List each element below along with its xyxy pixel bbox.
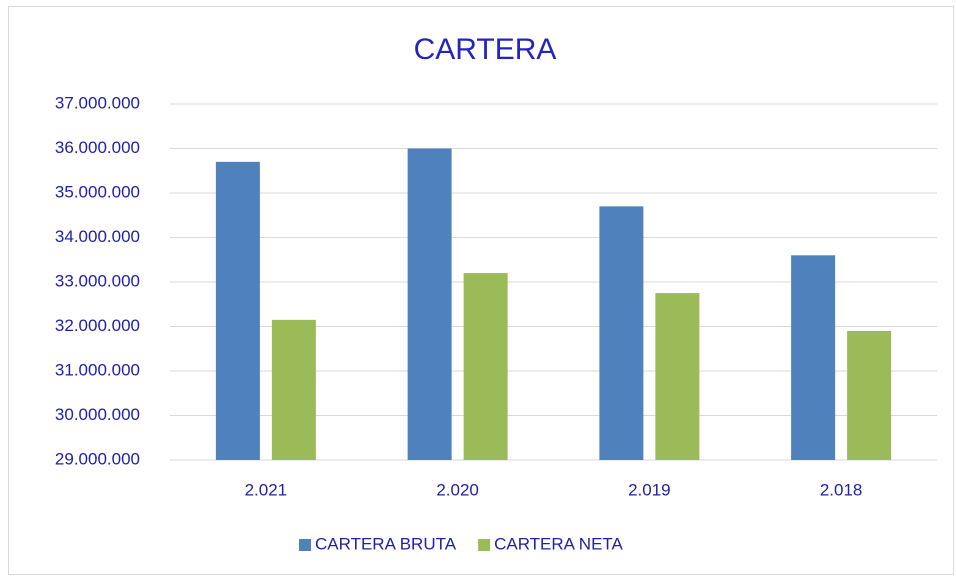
bar: [271, 319, 316, 460]
bar: [791, 255, 836, 460]
bar: [655, 293, 700, 460]
x-tick-label: 2.019: [628, 480, 671, 499]
y-tick-label: 35.000.000: [55, 182, 140, 201]
x-tick-label: 2.018: [820, 480, 863, 499]
y-tick-label: 31.000.000: [55, 360, 140, 379]
bar: [407, 148, 452, 460]
legend-swatch: [299, 539, 311, 551]
y-tick-label: 33.000.000: [55, 271, 140, 290]
legend-swatch: [478, 539, 491, 551]
y-tick-label: 36.000.000: [55, 138, 140, 157]
x-tick-label: 2.020: [436, 480, 479, 499]
bar: [847, 330, 892, 460]
y-tick-label: 34.000.000: [55, 227, 140, 246]
y-tick-label: 37.000.000: [55, 93, 140, 112]
bar: [599, 206, 644, 460]
chart-title: CARTERA: [414, 33, 557, 66]
y-tick-label: 29.000.000: [55, 449, 140, 468]
legend-label: CARTERA NETA: [494, 534, 623, 553]
bar: [215, 161, 260, 460]
x-tick-label: 2.021: [245, 480, 288, 499]
y-tick-label: 32.000.000: [55, 316, 140, 335]
legend-label: CARTERA BRUTA: [315, 534, 457, 553]
y-tick-label: 30.000.000: [55, 405, 140, 424]
bar: [463, 273, 508, 460]
